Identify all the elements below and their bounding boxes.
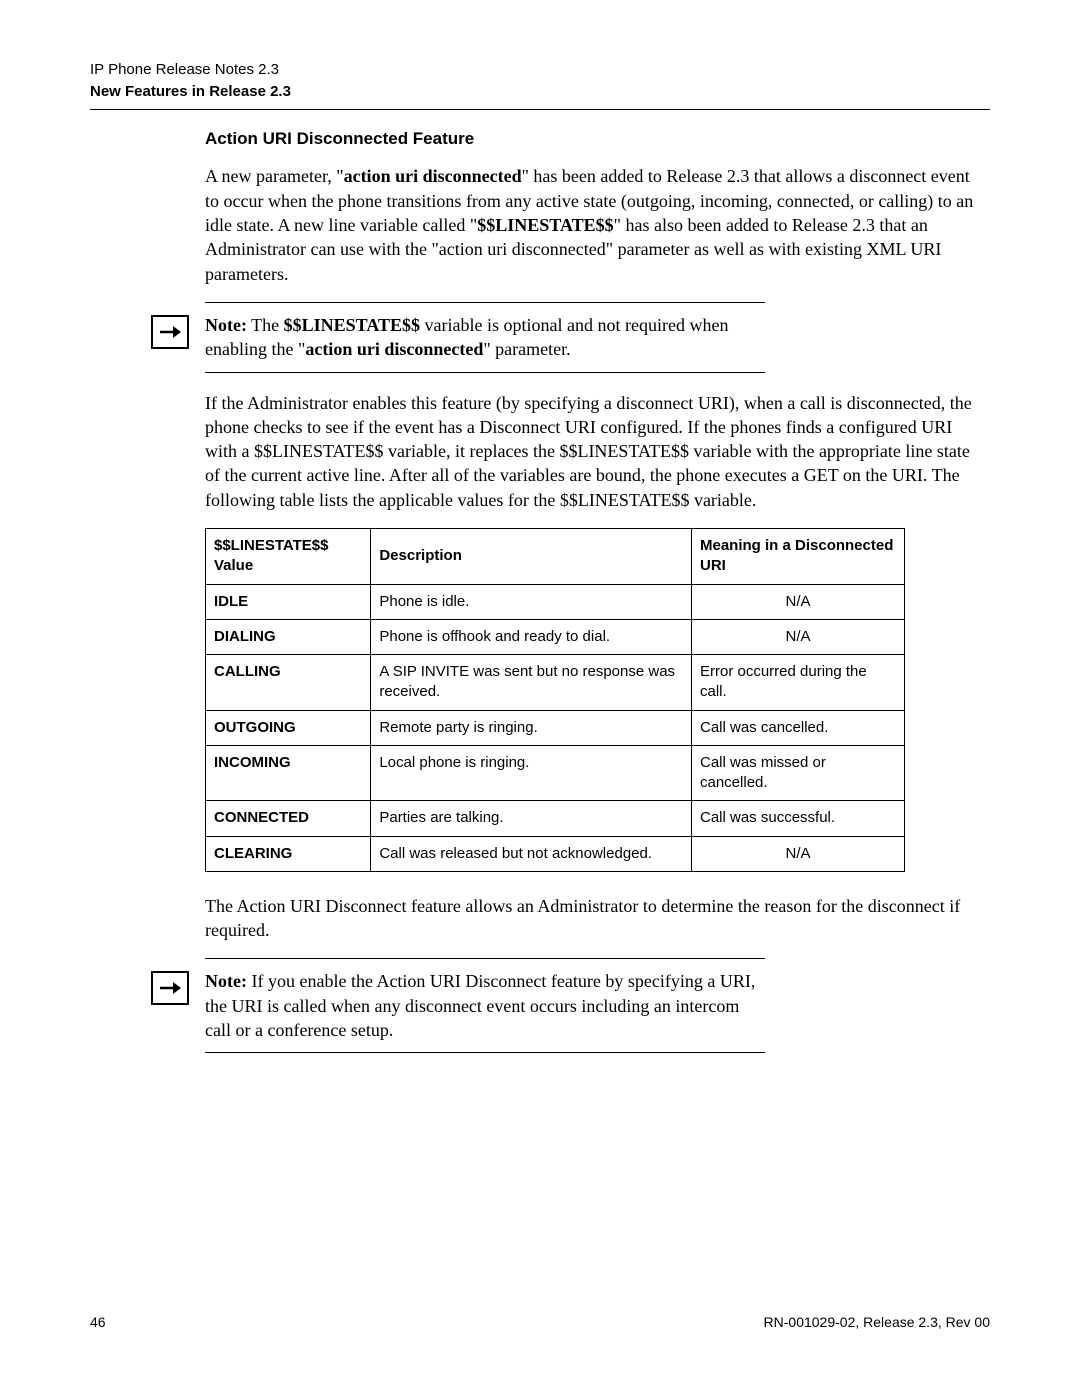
content-area: Action URI Disconnected Feature A new pa… [205, 128, 980, 1054]
note1-c: " parameter. [483, 339, 570, 359]
note-2: Note: If you enable the Action URI Disco… [205, 958, 765, 1053]
paragraph-2: If the Administrator enables this featur… [205, 391, 980, 512]
cell-desc: Call was released but not acknowledged. [371, 836, 692, 871]
table-row: IDLEPhone is idle.N/A [206, 584, 905, 619]
paragraph-1: A new parameter, "action uri disconnecte… [205, 164, 980, 285]
note2-label: Note: [205, 971, 247, 991]
cell-desc: Local phone is ringing. [371, 745, 692, 801]
cell-meaning: N/A [692, 619, 905, 654]
p1-bold2: $$LINESTATE$$ [477, 215, 613, 235]
note2-body: If you enable the Action URI Disconnect … [205, 971, 755, 1040]
note1-bold1: $$LINESTATE$$ [284, 315, 420, 335]
cell-meaning: N/A [692, 584, 905, 619]
cell-meaning: Call was missed or cancelled. [692, 745, 905, 801]
note1-label: Note: [205, 315, 247, 335]
th-meaning: Meaning in a Disconnected URI [692, 529, 905, 585]
cell-value: CALLING [206, 655, 371, 711]
table-row: DIALINGPhone is offhook and ready to dia… [206, 619, 905, 654]
cell-desc: Phone is idle. [371, 584, 692, 619]
table-row: CONNECTEDParties are talking.Call was su… [206, 801, 905, 836]
arrow-right-icon [151, 971, 189, 1005]
table-row: OUTGOINGRemote party is ringing.Call was… [206, 710, 905, 745]
page-number: 46 [90, 1313, 106, 1332]
cell-value: IDLE [206, 584, 371, 619]
th-value: $$LINESTATE$$ Value [206, 529, 371, 585]
header-section: New Features in Release 2.3 [90, 82, 990, 102]
cell-value: OUTGOING [206, 710, 371, 745]
p1-pre: A new parameter, " [205, 166, 344, 186]
note-1-text: Note: The $$LINESTATE$$ variable is opti… [205, 313, 765, 362]
table-row: CALLINGA SIP INVITE was sent but no resp… [206, 655, 905, 711]
table-header-row: $$LINESTATE$$ Value Description Meaning … [206, 529, 905, 585]
cell-meaning: Call was cancelled. [692, 710, 905, 745]
header-rule [90, 109, 990, 110]
header-doc-title: IP Phone Release Notes 2.3 [90, 60, 990, 80]
th-desc: Description [371, 529, 692, 585]
cell-value: INCOMING [206, 745, 371, 801]
p1-bold1: action uri disconnected [344, 166, 522, 186]
note1-a: The [247, 315, 284, 335]
cell-desc: Parties are talking. [371, 801, 692, 836]
cell-value: DIALING [206, 619, 371, 654]
linestate-table: $$LINESTATE$$ Value Description Meaning … [205, 528, 905, 872]
cell-meaning: N/A [692, 836, 905, 871]
cell-desc: Phone is offhook and ready to dial. [371, 619, 692, 654]
paragraph-3: The Action URI Disconnect feature allows… [205, 894, 980, 943]
cell-desc: Remote party is ringing. [371, 710, 692, 745]
cell-value: CONNECTED [206, 801, 371, 836]
cell-value: CLEARING [206, 836, 371, 871]
cell-desc: A SIP INVITE was sent but no response wa… [371, 655, 692, 711]
cell-meaning: Call was successful. [692, 801, 905, 836]
section-heading: Action URI Disconnected Feature [205, 128, 980, 151]
note-2-text: Note: If you enable the Action URI Disco… [205, 969, 765, 1042]
table-row: CLEARINGCall was released but not acknow… [206, 836, 905, 871]
page-footer: 46 RN-001029-02, Release 2.3, Rev 00 [90, 1313, 990, 1332]
arrow-right-icon [151, 315, 189, 349]
footer-right: RN-001029-02, Release 2.3, Rev 00 [764, 1313, 990, 1332]
table-row: INCOMINGLocal phone is ringing.Call was … [206, 745, 905, 801]
cell-meaning: Error occurred during the call. [692, 655, 905, 711]
note-1: Note: The $$LINESTATE$$ variable is opti… [205, 302, 765, 373]
note1-bold2: action uri disconnected [305, 339, 483, 359]
